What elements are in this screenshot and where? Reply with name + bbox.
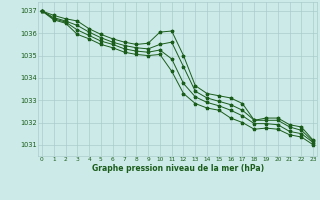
X-axis label: Graphe pression niveau de la mer (hPa): Graphe pression niveau de la mer (hPa)	[92, 164, 264, 173]
